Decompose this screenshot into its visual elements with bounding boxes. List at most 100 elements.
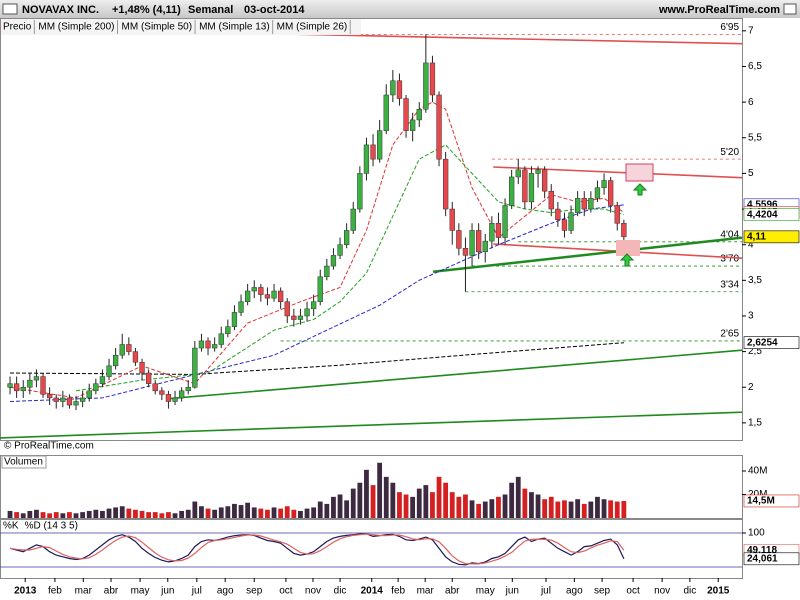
volume-bar bbox=[238, 505, 244, 518]
candle-body bbox=[396, 80, 403, 99]
volume-bar bbox=[265, 509, 270, 518]
volume-bar bbox=[548, 496, 554, 518]
candle-body bbox=[132, 351, 139, 363]
candle-body bbox=[409, 119, 416, 131]
window-icon[interactable] bbox=[2, 3, 18, 15]
candle-body bbox=[390, 80, 396, 96]
candle-body bbox=[330, 255, 337, 267]
volume-bar bbox=[278, 508, 284, 518]
volume-bar bbox=[166, 512, 171, 518]
candle-body bbox=[145, 372, 152, 384]
volume-bar bbox=[443, 482, 449, 518]
candle-body bbox=[429, 62, 436, 96]
volume-bar bbox=[199, 506, 204, 518]
price-tag-label: 4,5596 bbox=[747, 199, 778, 210]
price-tag-label: 2,6254 bbox=[747, 337, 778, 348]
trend-line bbox=[493, 166, 743, 179]
price-tag bbox=[743, 552, 800, 566]
candle-body bbox=[376, 130, 383, 160]
volume-bar bbox=[430, 492, 435, 518]
candle-body bbox=[350, 208, 356, 231]
volume-bar bbox=[185, 509, 191, 518]
candle-body bbox=[449, 208, 455, 231]
volume-bar bbox=[225, 506, 231, 518]
y-tick-label: 20M bbox=[748, 489, 767, 500]
candle-body bbox=[86, 390, 92, 399]
x-tick-label: 2013 bbox=[14, 586, 37, 597]
y-tick-label: 7 bbox=[748, 25, 754, 36]
candle-body bbox=[185, 387, 191, 392]
candle-body bbox=[522, 169, 528, 203]
volume-bar bbox=[7, 510, 13, 518]
volume-bar bbox=[529, 492, 534, 518]
volume-bar bbox=[172, 513, 178, 518]
candle-body bbox=[621, 223, 627, 238]
volume-bar bbox=[126, 508, 132, 518]
candle-body bbox=[456, 230, 462, 249]
oscillator-line bbox=[9, 533, 625, 566]
candle-body bbox=[231, 312, 238, 327]
volume-bar bbox=[383, 476, 389, 518]
volume-bar bbox=[311, 507, 317, 518]
candle-body bbox=[172, 397, 178, 402]
candle-body bbox=[416, 108, 422, 121]
volume-bar bbox=[14, 512, 20, 518]
up-arrow bbox=[619, 253, 635, 267]
period: Semanal bbox=[188, 4, 233, 16]
legend-item: MM (Simple 13) bbox=[199, 22, 270, 33]
oscillator-panel bbox=[0, 519, 743, 579]
volume-bar bbox=[502, 494, 508, 518]
volume-bar bbox=[291, 509, 297, 518]
window-icon[interactable] bbox=[783, 3, 797, 15]
candle-body bbox=[495, 223, 502, 238]
y-tick-label: 1,5 bbox=[748, 418, 762, 429]
candle-body bbox=[264, 294, 271, 299]
volume-bar bbox=[53, 512, 59, 518]
y-tick-label: 40M bbox=[748, 466, 767, 477]
candle-body bbox=[581, 198, 587, 210]
price-tag bbox=[743, 208, 800, 222]
candle-body bbox=[79, 397, 86, 402]
volume-bar bbox=[304, 508, 310, 518]
candle-body bbox=[112, 354, 119, 367]
candle-body bbox=[106, 365, 112, 377]
candle-body bbox=[594, 187, 601, 199]
volume-bar bbox=[80, 512, 86, 518]
x-tick-label: oct bbox=[626, 586, 640, 597]
candle-body bbox=[542, 169, 548, 192]
volume-bar bbox=[456, 496, 462, 518]
volume-bar bbox=[34, 509, 39, 518]
candle-body bbox=[159, 390, 165, 395]
volume-bar bbox=[60, 513, 66, 518]
candle-body bbox=[211, 344, 218, 349]
oscillator-line bbox=[9, 533, 625, 565]
volume-bar bbox=[562, 500, 567, 518]
x-tick-label: nov bbox=[305, 586, 321, 597]
x-tick-label: sep bbox=[594, 586, 611, 597]
candle-body bbox=[561, 219, 568, 231]
candle-body bbox=[535, 169, 541, 174]
candle-body bbox=[271, 290, 277, 299]
volume-bar bbox=[212, 509, 218, 518]
volume-bar bbox=[40, 512, 46, 518]
candle-body bbox=[225, 326, 231, 335]
header-bar bbox=[0, 0, 800, 18]
candle-body bbox=[608, 180, 614, 206]
candle-body bbox=[27, 379, 33, 388]
candle-body bbox=[178, 390, 185, 399]
y-tick-label: 5,5 bbox=[748, 132, 762, 143]
volume-bar bbox=[93, 509, 99, 518]
volume-bar bbox=[350, 488, 356, 518]
volume-bar bbox=[601, 499, 607, 518]
candle-body bbox=[139, 362, 145, 374]
candle-body bbox=[284, 301, 290, 317]
volume-bar bbox=[113, 507, 119, 518]
volume-bar bbox=[449, 492, 455, 518]
y-tick-label: 3 bbox=[748, 311, 754, 322]
candle-body bbox=[436, 94, 442, 160]
volume-bar bbox=[436, 476, 442, 518]
level-label: 5'20 bbox=[720, 147, 739, 158]
legend-bar bbox=[1, 19, 361, 35]
candle-body bbox=[73, 401, 79, 406]
